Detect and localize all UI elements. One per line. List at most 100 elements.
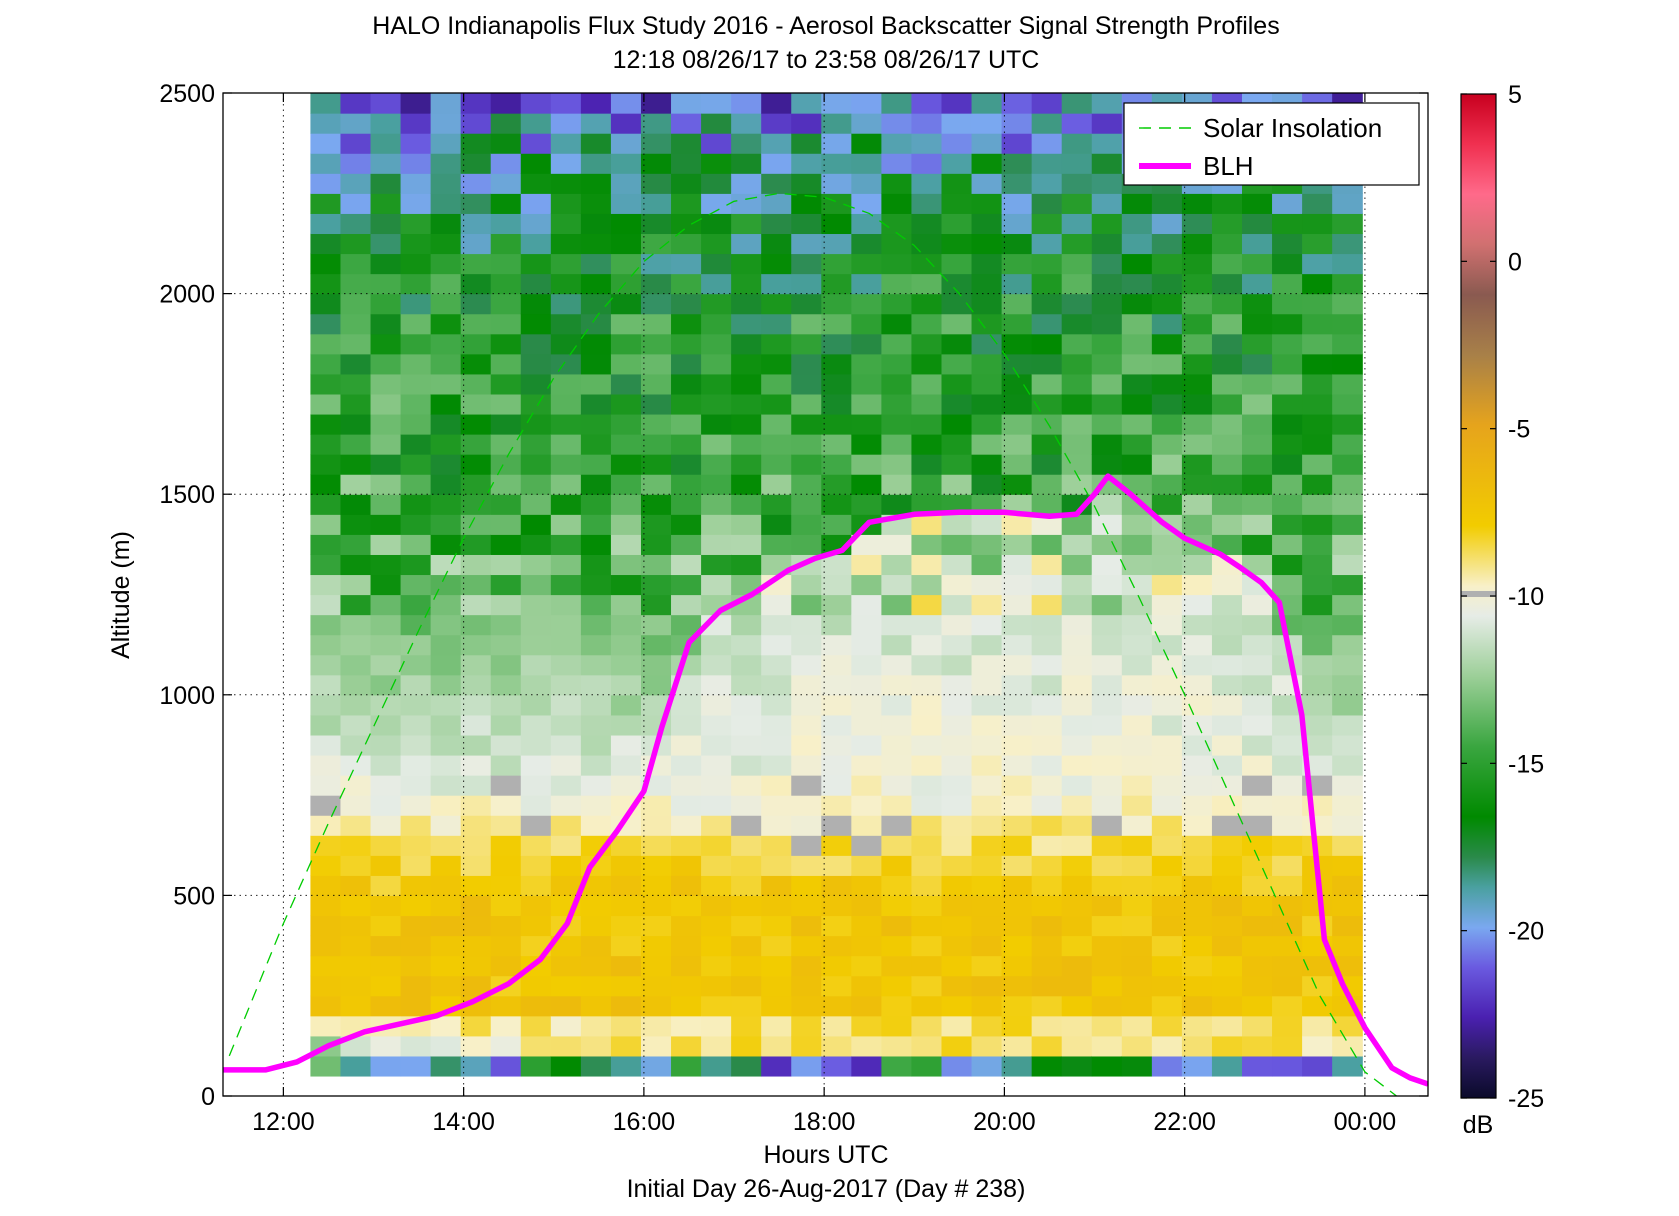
heatmap-cell: [550, 634, 582, 656]
heatmap-cell: [1001, 955, 1033, 977]
heatmap-cell: [761, 795, 792, 816]
heatmap-cell: [791, 514, 822, 535]
heatmap-cell: [761, 153, 792, 174]
heatmap-cell: [550, 494, 582, 515]
heatmap-cell: [580, 393, 612, 415]
heatmap-cell: [671, 895, 702, 917]
heatmap-cell: [911, 855, 943, 876]
heatmap-cell: [791, 775, 822, 796]
heatmap-cell: [640, 133, 672, 154]
heatmap-cell: [580, 955, 612, 977]
heatmap-cell: [1091, 674, 1123, 696]
heatmap-cell: [370, 333, 402, 355]
heatmap-cell: [580, 333, 612, 355]
heatmap-cell: [671, 333, 702, 355]
heatmap-cell: [851, 293, 882, 315]
heatmap-cell: [430, 393, 462, 415]
heatmap-cell: [550, 313, 582, 335]
heatmap-cell: [1211, 795, 1243, 816]
heatmap-cell: [701, 474, 732, 495]
heatmap-cell: [941, 614, 973, 636]
heatmap-cell: [1332, 474, 1363, 495]
heatmap-cell: [550, 253, 582, 275]
heatmap-cell: [490, 775, 522, 796]
heatmap-cell: [520, 434, 552, 455]
heatmap-cell: [490, 614, 522, 636]
heatmap-cell: [701, 373, 732, 395]
heatmap-cell: [731, 754, 762, 776]
heatmap-cell: [580, 935, 612, 957]
heatmap-cell: [1332, 273, 1363, 295]
heatmap-cell: [851, 654, 882, 676]
heatmap-cell: [911, 93, 943, 114]
heatmap-cell: [1211, 193, 1243, 214]
heatmap-cell: [1031, 875, 1063, 896]
heatmap-cell: [460, 514, 492, 535]
heatmap-cell: [520, 975, 552, 997]
heatmap-cell: [610, 434, 642, 455]
x-axis-label-day: Initial Day 26-Aug-2017 (Day # 238): [627, 1175, 1026, 1203]
heatmap-cell: [1211, 614, 1243, 636]
heatmap-cell: [671, 935, 702, 957]
heatmap-cell: [701, 273, 732, 295]
heatmap-cell: [761, 935, 792, 957]
heatmap-cell: [1242, 754, 1273, 776]
heatmap-cell: [1242, 534, 1273, 555]
heatmap-cell: [791, 313, 822, 335]
heatmap-cell: [1272, 714, 1303, 736]
heatmap-cell: [971, 734, 1003, 756]
heatmap-cell: [580, 233, 612, 255]
heatmap-cell: [791, 795, 822, 816]
heatmap-cell: [851, 734, 882, 756]
heatmap-cell: [1001, 313, 1033, 335]
heatmap-cell: [701, 875, 732, 896]
heatmap-cell: [971, 674, 1003, 696]
heatmap-cell: [310, 454, 342, 475]
colorbar-no-data-band: [1461, 591, 1496, 597]
heatmap-cell: [520, 373, 552, 395]
colorbar-tick-label: 5: [1508, 81, 1522, 109]
heatmap-cell: [580, 654, 612, 676]
heatmap-cell: [1211, 634, 1243, 656]
heatmap-cell: [1181, 594, 1213, 616]
heatmap-cell: [821, 434, 852, 455]
heatmap-cell: [610, 373, 642, 395]
heatmap-cell: [1091, 855, 1123, 876]
heatmap-cell: [1181, 293, 1213, 315]
heatmap-cell: [610, 233, 642, 255]
heatmap-cell: [430, 273, 462, 295]
heatmap-cell: [1181, 514, 1213, 535]
x-axis-ticks: 12:00 14:00 16:00 18:00 20:00 22:00 00:00: [252, 93, 1396, 1136]
heatmap-cell: [400, 393, 432, 415]
heatmap-cell: [1031, 654, 1063, 676]
heatmap-cell: [400, 514, 432, 535]
heatmap-cell: [1332, 674, 1363, 696]
heatmap-cell: [520, 875, 552, 896]
heatmap-cell: [1151, 454, 1183, 475]
heatmap-cell: [791, 1055, 822, 1077]
heatmap-cell: [701, 1035, 732, 1057]
heatmap-cell: [400, 594, 432, 616]
heatmap-cell: [1061, 434, 1093, 455]
heatmap-cell: [671, 594, 702, 616]
heatmap-cell: [1211, 654, 1243, 676]
heatmap-cell: [310, 634, 342, 656]
heatmap-cell: [310, 975, 342, 997]
heatmap-cell: [610, 594, 642, 616]
heatmap-cell: [731, 313, 762, 335]
heatmap-cell: [1242, 835, 1273, 856]
heatmap-cell: [671, 1015, 702, 1037]
heatmap-cell: [671, 293, 702, 315]
heatmap-cell: [821, 975, 852, 997]
heatmap-cell: [881, 754, 913, 776]
heatmap-cell: [640, 995, 672, 1017]
heatmap-cell: [1121, 1055, 1153, 1077]
heatmap-cell: [1061, 574, 1093, 596]
heatmap-cell: [1121, 634, 1153, 656]
heatmap-cell: [1332, 353, 1363, 375]
heatmap-cell: [941, 975, 973, 997]
x-axis-label: Hours UTC: [763, 1141, 888, 1169]
heatmap-cell: [610, 975, 642, 997]
heatmap-cell: [941, 995, 973, 1017]
